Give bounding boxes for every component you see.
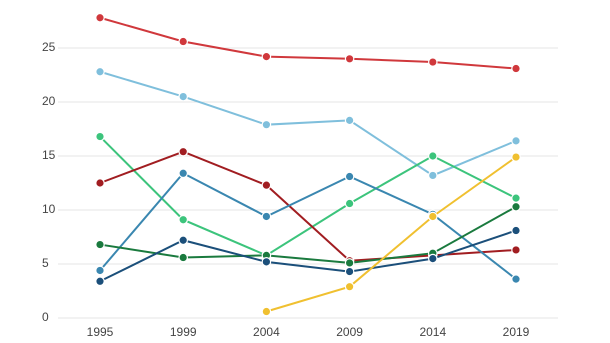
x-tick-label: 2004 (253, 325, 280, 339)
point (261, 51, 272, 62)
point (344, 258, 355, 268)
y-tick-label: 15 (42, 148, 56, 162)
point (178, 91, 188, 102)
point (95, 265, 105, 276)
point (95, 12, 105, 23)
point (344, 281, 355, 292)
point (344, 115, 355, 126)
x-tick-label: 2014 (419, 325, 446, 339)
point (427, 211, 438, 222)
x-tick-label: 2019 (503, 325, 530, 339)
y-tick-label: 5 (42, 256, 49, 270)
y-tick-label: 20 (42, 94, 56, 108)
point (178, 235, 188, 246)
point (95, 239, 105, 250)
point (511, 136, 521, 146)
point (261, 119, 272, 130)
x-tick-label: 2009 (336, 325, 363, 339)
point (95, 178, 105, 188)
point (95, 276, 105, 287)
series-line (99, 70, 517, 177)
point (344, 53, 355, 64)
point (261, 180, 272, 190)
point (178, 36, 188, 47)
point (95, 131, 105, 142)
point (178, 214, 188, 225)
point (178, 168, 188, 179)
y-tick-label: 0 (42, 310, 49, 324)
point (511, 245, 521, 255)
series-line (99, 205, 517, 264)
point (511, 201, 521, 212)
series-line (99, 150, 517, 262)
point (261, 306, 272, 317)
y-tick-label: 10 (42, 202, 56, 216)
point (427, 57, 438, 67)
series-line (266, 156, 517, 313)
point (344, 266, 355, 277)
series-line (99, 172, 517, 280)
series-line (99, 16, 517, 70)
point (511, 152, 521, 162)
x-tick-label: 1995 (87, 325, 114, 339)
point (427, 151, 438, 161)
point (344, 171, 355, 182)
point (178, 252, 188, 263)
point (427, 253, 438, 264)
point (95, 66, 105, 77)
point (178, 146, 188, 157)
y-tick-label: 25 (42, 40, 56, 54)
x-tick-label: 1999 (170, 325, 197, 339)
point (511, 63, 521, 74)
series-line (99, 135, 517, 257)
series-line (99, 229, 517, 283)
point (261, 211, 272, 222)
point (344, 198, 355, 209)
point (511, 193, 521, 203)
point (427, 170, 438, 181)
point (511, 274, 521, 284)
point (261, 257, 272, 267)
point (511, 225, 521, 236)
